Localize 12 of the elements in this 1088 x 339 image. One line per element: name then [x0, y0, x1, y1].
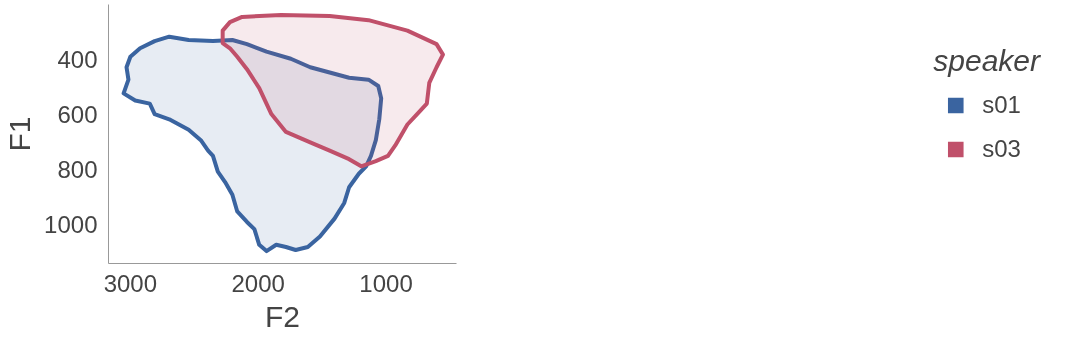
legend-label: s01	[982, 90, 1021, 120]
legend-title: speaker	[933, 44, 1040, 78]
x-tick-label: 3000	[103, 269, 158, 297]
y-tick-label: 1000	[44, 211, 98, 239]
legend-label: s03	[982, 134, 1021, 164]
y-tick-label: 400	[57, 46, 98, 74]
x-tick-label: 1000	[359, 269, 413, 297]
x-axis-title: F2	[265, 299, 301, 333]
y-tick-label: 800	[57, 156, 98, 184]
y-tick-label: 600	[57, 101, 98, 129]
y-axis-title: F1	[3, 116, 37, 152]
x-tick-label: 2000	[231, 269, 285, 297]
